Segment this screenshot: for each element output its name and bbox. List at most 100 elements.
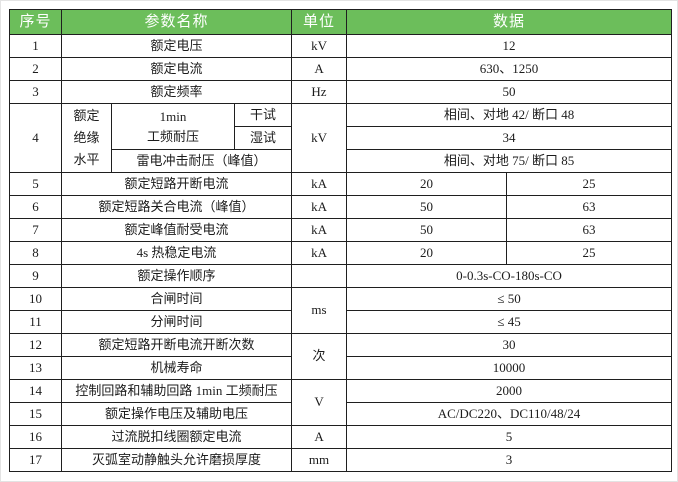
data-cell: 50 [346, 80, 673, 104]
unit-cell: kV [291, 34, 348, 58]
lightning-impulse-label-cell: 雷电冲击耐压（峰值） [110, 149, 293, 173]
param-cell: 额定短路开断电流 [60, 172, 293, 196]
table-row: 15 额定操作电压及辅助电压 AC/DC220、DC110/48/24 [9, 402, 673, 426]
unit-cell: mm [291, 448, 348, 472]
data-cell: 3 [346, 448, 673, 472]
serial-cell: 13 [9, 356, 62, 380]
param-cell: 4s 热稳定电流 [60, 241, 293, 265]
serial-cell: 15 [9, 402, 62, 426]
table-row: 6 额定短路关合电流（峰值） kA 50 63 [9, 195, 673, 219]
data-cell: 相间、对地 42/ 断口 48 [346, 103, 673, 127]
serial-cell: 7 [9, 218, 62, 242]
param-cell: 合闸时间 [60, 287, 293, 311]
table-row: 16 过流脱扣线圈额定电流 A 5 [9, 425, 673, 449]
unit-cell: ms [291, 287, 348, 334]
data-cell-left: 50 [346, 195, 508, 219]
table-row: 9 额定操作顺序 0-0.3s-CO-180s-CO [9, 264, 673, 288]
param-cell: 额定频率 [60, 80, 293, 104]
table-header-row: 序号 参数名称 单位 数据 [9, 9, 673, 35]
data-cell-left: 20 [346, 172, 508, 196]
insulation-level-cell: 额定 绝缘 水平 [61, 103, 112, 173]
table-row: 4 额定 绝缘 水平 1min 工频耐压 干试 kV 相间、对地 42/ 断口 … [9, 103, 673, 173]
data-cell: 0-0.3s-CO-180s-CO [346, 264, 673, 288]
table-row: 11 分闸时间 ≤ 45 [9, 310, 673, 334]
serial-cell: 11 [9, 310, 62, 334]
table-row: 17 灭弧室动静触头允许磨损厚度 mm 3 [9, 448, 673, 472]
table-row: 13 机械寿命 10000 [9, 356, 673, 380]
unit-cell [291, 264, 348, 288]
data-cell: ≤ 50 [346, 287, 673, 311]
table-row: 3 额定频率 Hz 50 [9, 80, 673, 104]
table-row: 雷电冲击耐压（峰值） 相间、对地 75/ 断口 85 [10, 149, 673, 173]
unit-cell: kV [291, 103, 348, 173]
serial-cell: 2 [9, 57, 62, 81]
data-cell-right: 63 [506, 195, 673, 219]
data-cell-right: 25 [506, 241, 673, 265]
power-frequency-withstand-cell: 1min 工频耐压 [111, 103, 235, 150]
header-unit: 单位 [291, 9, 348, 35]
data-cell: 34 [346, 126, 673, 150]
param-cell: 分闸时间 [60, 310, 293, 334]
serial-cell: 1 [9, 34, 62, 58]
insulation-level-line: 水平 [73, 152, 100, 167]
param-cell: 额定短路关合电流（峰值） [60, 195, 293, 219]
serial-cell: 16 [9, 425, 62, 449]
insulation-level-line: 绝缘 [73, 130, 100, 145]
serial-cell: 8 [9, 241, 62, 265]
table-row: 7 额定峰值耐受电流 kA 50 63 [9, 218, 673, 242]
data-cell: ≤ 45 [346, 310, 673, 334]
param-cell: 控制回路和辅助回路 1min 工频耐压 [60, 379, 293, 403]
data-cell: 相间、对地 75/ 断口 85 [346, 149, 673, 173]
spec-table: 序号 参数名称 单位 数据 1 额定电压 kV 12 2 额定电流 A 630、… [9, 9, 673, 472]
table-row: 14 控制回路和辅助回路 1min 工频耐压 V 2000 [9, 379, 673, 426]
table-row: 8 4s 热稳定电流 kA 20 25 [9, 241, 673, 265]
unit-cell: kA [291, 195, 348, 219]
header-data: 数据 [346, 9, 673, 35]
header-serial: 序号 [9, 9, 62, 35]
insulation-level-line: 额定 [73, 108, 100, 123]
data-cell-right: 25 [506, 172, 673, 196]
param-cell: 灭弧室动静触头允许磨损厚度 [60, 448, 293, 472]
param-cell: 额定短路开断电流开断次数 [60, 333, 293, 357]
param-cell: 机械寿命 [60, 356, 293, 380]
data-cell: 2000 [346, 379, 673, 403]
table-row: 10 合闸时间 ms ≤ 50 [9, 287, 673, 334]
serial-cell: 3 [9, 80, 62, 104]
unit-cell: kA [291, 241, 348, 265]
param-cell: 额定电流 [60, 57, 293, 81]
data-cell: 10000 [346, 356, 673, 380]
param-cell: 额定电压 [60, 34, 293, 58]
serial-cell: 5 [9, 172, 62, 196]
serial-cell: 12 [9, 333, 62, 357]
serial-cell: 4 [9, 103, 62, 173]
unit-cell: kA [291, 218, 348, 242]
serial-cell: 17 [9, 448, 62, 472]
unit-cell: A [291, 425, 348, 449]
table-row: 1 额定电压 kV 12 [9, 34, 673, 58]
serial-cell: 10 [9, 287, 62, 311]
data-cell-left: 20 [346, 241, 508, 265]
data-cell: 5 [346, 425, 673, 449]
data-cell: 30 [346, 333, 673, 357]
data-cell: 630、1250 [346, 57, 673, 81]
unit-cell: A [291, 57, 348, 81]
serial-cell: 6 [9, 195, 62, 219]
data-cell: AC/DC220、DC110/48/24 [346, 402, 673, 426]
wet-test-label-cell: 湿试 [233, 126, 293, 150]
param-cell: 额定操作电压及辅助电压 [60, 402, 293, 426]
unit-cell: kA [291, 172, 348, 196]
serial-cell: 9 [9, 264, 62, 288]
table-row: 2 额定电流 A 630、1250 [9, 57, 673, 81]
unit-cell: Hz [291, 80, 348, 104]
data-cell: 12 [346, 34, 673, 58]
power-frequency-line: 1min [159, 108, 187, 124]
param-cell: 额定操作顺序 [60, 264, 293, 288]
unit-cell: V [291, 379, 348, 426]
data-cell-right: 63 [506, 218, 673, 242]
dry-test-label-cell: 干试 [233, 103, 293, 127]
table-row: 5 额定短路开断电流 kA 20 25 [9, 172, 673, 196]
serial-cell: 14 [9, 379, 62, 403]
unit-cell: 次 [291, 333, 348, 380]
param-cell: 额定峰值耐受电流 [60, 218, 293, 242]
